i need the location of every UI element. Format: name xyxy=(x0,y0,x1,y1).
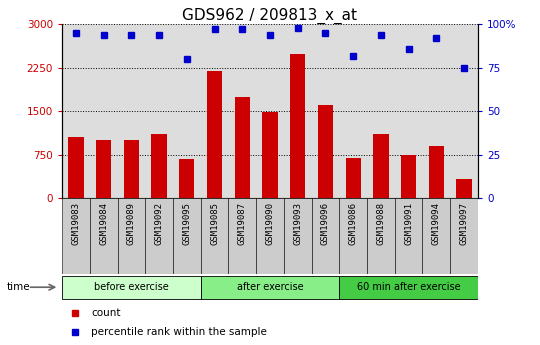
Text: GSM19088: GSM19088 xyxy=(376,202,386,245)
Bar xyxy=(262,112,278,198)
Bar xyxy=(201,276,339,299)
Text: GSM19097: GSM19097 xyxy=(460,202,469,245)
Text: after exercise: after exercise xyxy=(237,282,303,292)
Bar xyxy=(152,135,167,198)
Bar xyxy=(256,198,284,274)
Bar xyxy=(118,198,145,274)
Bar xyxy=(339,276,478,299)
Title: GDS962 / 209813_x_at: GDS962 / 209813_x_at xyxy=(183,8,357,24)
Bar xyxy=(401,155,416,198)
Bar xyxy=(373,135,388,198)
Bar xyxy=(62,276,201,299)
Text: GSM19086: GSM19086 xyxy=(349,202,357,245)
Text: GSM19087: GSM19087 xyxy=(238,202,247,245)
Text: GSM19089: GSM19089 xyxy=(127,202,136,245)
Text: percentile rank within the sample: percentile rank within the sample xyxy=(91,327,267,337)
Text: GSM19095: GSM19095 xyxy=(183,202,191,245)
Bar xyxy=(456,179,471,198)
Text: GSM19096: GSM19096 xyxy=(321,202,330,245)
Text: time: time xyxy=(6,282,30,292)
Bar xyxy=(235,97,250,198)
Bar xyxy=(201,198,228,274)
Bar xyxy=(124,140,139,198)
Text: GSM19084: GSM19084 xyxy=(99,202,108,245)
Bar xyxy=(96,140,111,198)
Bar xyxy=(312,198,339,274)
Text: GSM19092: GSM19092 xyxy=(154,202,164,245)
Text: GSM19083: GSM19083 xyxy=(71,202,80,245)
Bar xyxy=(228,198,256,274)
Bar xyxy=(284,198,312,274)
Bar xyxy=(173,198,201,274)
Bar xyxy=(346,158,361,198)
Bar xyxy=(207,71,222,198)
Bar xyxy=(62,198,90,274)
Bar xyxy=(450,198,478,274)
Bar xyxy=(90,198,118,274)
Text: GSM19094: GSM19094 xyxy=(432,202,441,245)
Text: GSM19090: GSM19090 xyxy=(266,202,274,245)
Text: GSM19093: GSM19093 xyxy=(293,202,302,245)
Bar xyxy=(429,146,444,198)
Text: GSM19085: GSM19085 xyxy=(210,202,219,245)
Bar xyxy=(179,159,194,198)
Bar xyxy=(339,198,367,274)
Bar xyxy=(318,106,333,198)
Text: before exercise: before exercise xyxy=(94,282,169,292)
Bar xyxy=(422,198,450,274)
Bar xyxy=(290,55,305,198)
Bar xyxy=(367,198,395,274)
Bar xyxy=(395,198,422,274)
Text: count: count xyxy=(91,308,121,318)
Text: GSM19091: GSM19091 xyxy=(404,202,413,245)
Text: 60 min after exercise: 60 min after exercise xyxy=(357,282,461,292)
Bar xyxy=(69,137,84,198)
Bar xyxy=(145,198,173,274)
